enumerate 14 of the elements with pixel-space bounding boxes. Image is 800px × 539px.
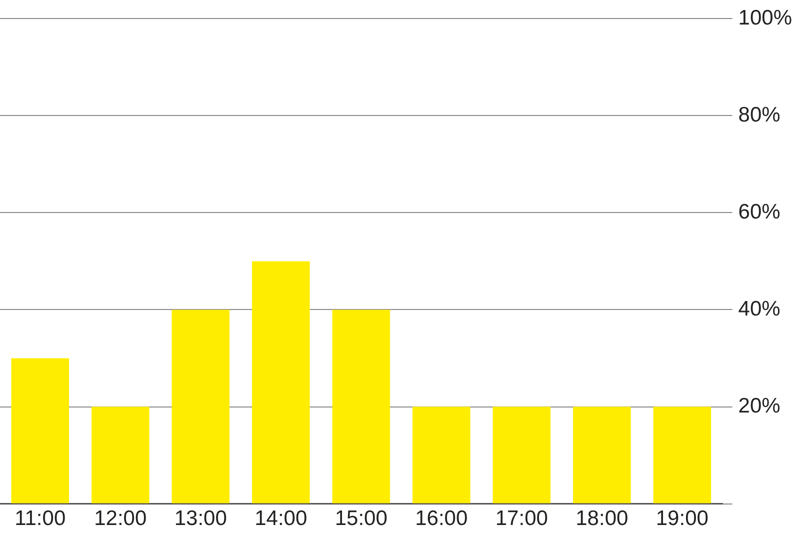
x-tick-label: 14:00: [254, 507, 308, 530]
x-tick-label: 13:00: [174, 507, 227, 530]
y-tick-label: 100%: [738, 6, 792, 30]
x-tick-label: 11:00: [14, 507, 66, 530]
y-tick-label: 20%: [738, 394, 780, 418]
y-tick-label: 60%: [738, 200, 780, 224]
x-tick-label: 18:00: [576, 507, 628, 530]
x-tick-label: 12:00: [94, 507, 147, 530]
x-tick-label: 19:00: [656, 507, 708, 530]
x-tick-label: 17:00: [495, 507, 548, 530]
y-tick-label: 80%: [738, 103, 780, 126]
x-tick-label: 15:00: [334, 507, 388, 530]
y-tick-label: 40%: [738, 298, 780, 321]
x-tick-label: 16:00: [415, 507, 468, 530]
